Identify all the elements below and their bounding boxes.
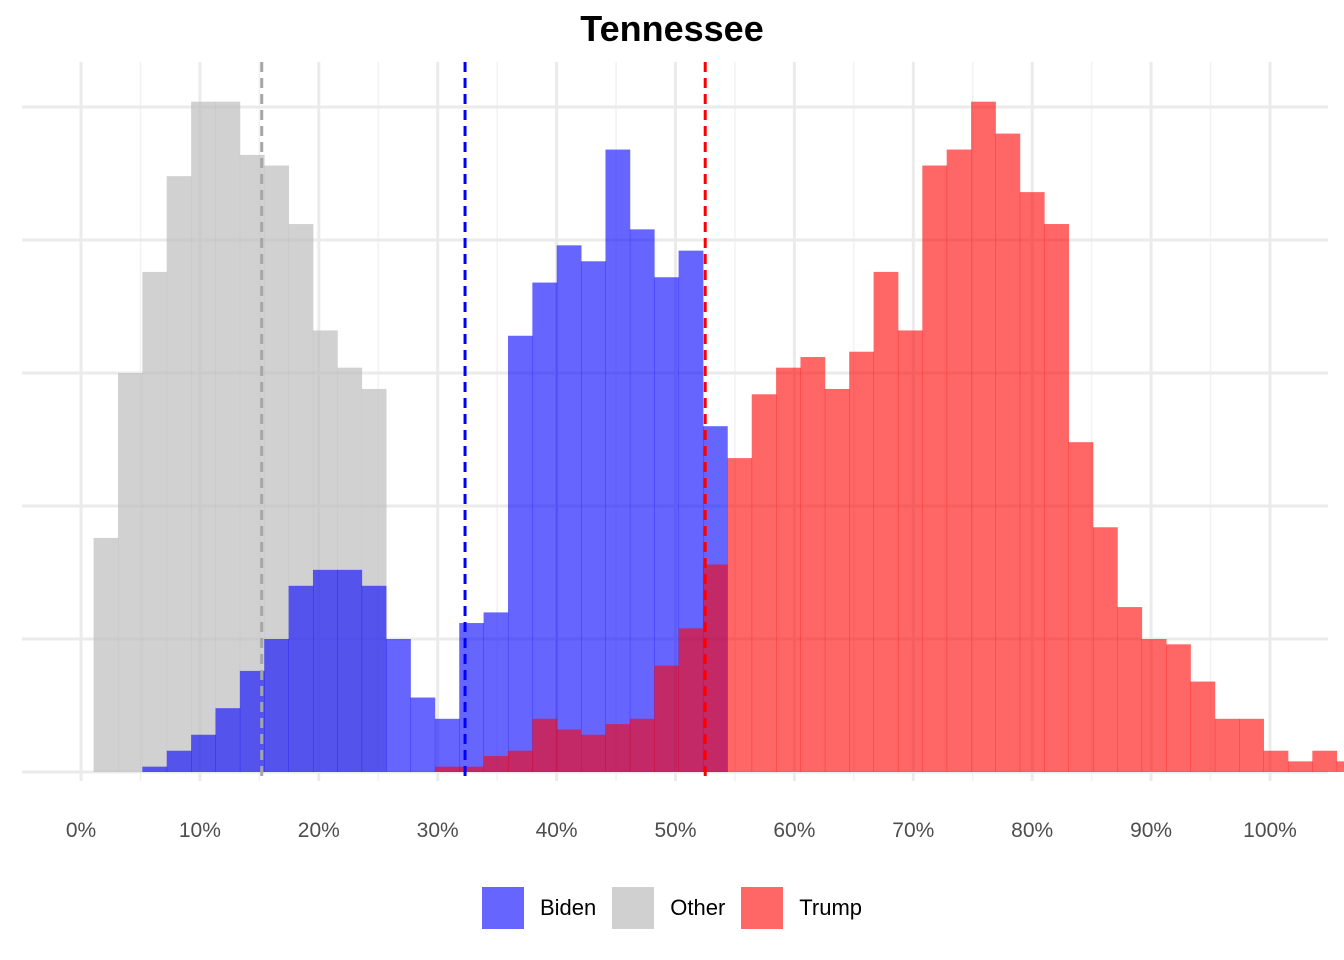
bar-other <box>142 271 168 772</box>
bar-trump <box>654 665 679 772</box>
bar-trump <box>824 388 850 772</box>
x-tick-label: 100% <box>1243 819 1297 842</box>
bar-trump <box>434 766 460 772</box>
mean-line-layer <box>260 62 707 781</box>
bar-trump <box>459 766 484 772</box>
bar-trump <box>751 394 777 772</box>
bar-biden <box>605 149 631 772</box>
x-tick-label: 50% <box>654 819 696 842</box>
bar-biden <box>166 750 192 772</box>
bar-biden <box>483 612 509 772</box>
bar-biden <box>312 569 338 772</box>
bar-trump <box>1287 761 1313 772</box>
bar-trump <box>1190 681 1216 772</box>
bar-trump <box>776 367 801 772</box>
bar-biden <box>361 585 387 772</box>
bar-biden <box>629 229 655 773</box>
bar-trump <box>702 564 728 772</box>
bar-trump <box>946 149 972 772</box>
bar-trump <box>532 718 558 772</box>
bar-biden <box>337 569 363 772</box>
bar-other <box>166 176 192 772</box>
bar-biden <box>507 335 533 772</box>
bar-biden <box>556 245 582 772</box>
legend-label-biden: Biden <box>539 895 597 920</box>
x-tick-label: 40% <box>536 819 578 842</box>
x-tick-label: 60% <box>773 819 815 842</box>
bar-trump <box>1263 750 1289 772</box>
bar-biden <box>434 718 460 772</box>
bar-trump <box>1019 192 1045 772</box>
bar-other <box>117 373 143 772</box>
bar-trump <box>995 133 1021 773</box>
bar-trump <box>849 351 874 772</box>
bar-trump <box>581 734 606 772</box>
bar-trump <box>556 729 582 772</box>
bar-trump <box>1044 224 1069 773</box>
bar-layer <box>93 101 1344 773</box>
legend-item-other: Other <box>612 887 725 929</box>
bar-biden <box>215 708 241 772</box>
x-tick-label: 70% <box>892 819 934 842</box>
bar-trump <box>483 756 509 772</box>
x-tick-label: 0% <box>66 819 96 842</box>
bar-trump <box>605 724 631 772</box>
legend-label-other: Other <box>670 895 726 920</box>
bar-biden <box>410 697 436 772</box>
legend-swatch-trump <box>741 887 784 929</box>
bar-biden <box>288 585 314 772</box>
bar-trump <box>1117 607 1143 772</box>
x-tick-label: 90% <box>1130 819 1172 842</box>
legend-item-trump: Trump <box>741 887 862 929</box>
bar-biden <box>581 261 606 772</box>
bar-biden <box>386 639 411 772</box>
bar-trump <box>507 750 533 772</box>
legend-swatch-biden <box>481 887 524 929</box>
bar-trump <box>1214 718 1240 772</box>
bar-trump <box>1166 644 1191 772</box>
x-tick-label: 10% <box>179 819 221 842</box>
bar-trump <box>1336 761 1344 772</box>
bar-trump <box>922 165 948 772</box>
x-tick-layer: 0% 10% 20% 30% 40% 50% 60% 70% 80% 90% 100% <box>66 819 1297 842</box>
chart-title: Tennessee <box>580 8 764 49</box>
bar-other <box>93 537 119 772</box>
bar-trump <box>629 718 655 772</box>
bar-other <box>215 101 241 773</box>
bar-trump <box>897 330 923 772</box>
bar-biden <box>459 623 484 772</box>
bar-biden <box>142 766 168 772</box>
legend-swatch-other <box>612 887 655 929</box>
bar-trump <box>800 357 826 772</box>
legend-label-trump: Trump <box>799 895 863 920</box>
bar-trump <box>1068 442 1094 772</box>
bar-biden <box>191 734 216 772</box>
bar-trump <box>1092 527 1118 772</box>
x-tick-label: 80% <box>1011 819 1053 842</box>
bar-trump <box>1239 718 1264 772</box>
legend: Biden Other Trump <box>0 886 1344 930</box>
bar-trump <box>971 101 996 773</box>
legend-item-biden: Biden <box>481 887 597 929</box>
bar-trump <box>678 628 704 772</box>
bar-trump <box>1312 750 1338 772</box>
x-tick-label: 30% <box>417 819 459 842</box>
x-tick-label: 20% <box>298 819 340 842</box>
bar-trump <box>727 458 753 772</box>
bar-trump <box>873 271 899 772</box>
bar-biden <box>532 282 558 772</box>
bar-trump <box>1141 639 1167 772</box>
bar-other <box>191 101 216 773</box>
bar-biden <box>264 639 289 772</box>
